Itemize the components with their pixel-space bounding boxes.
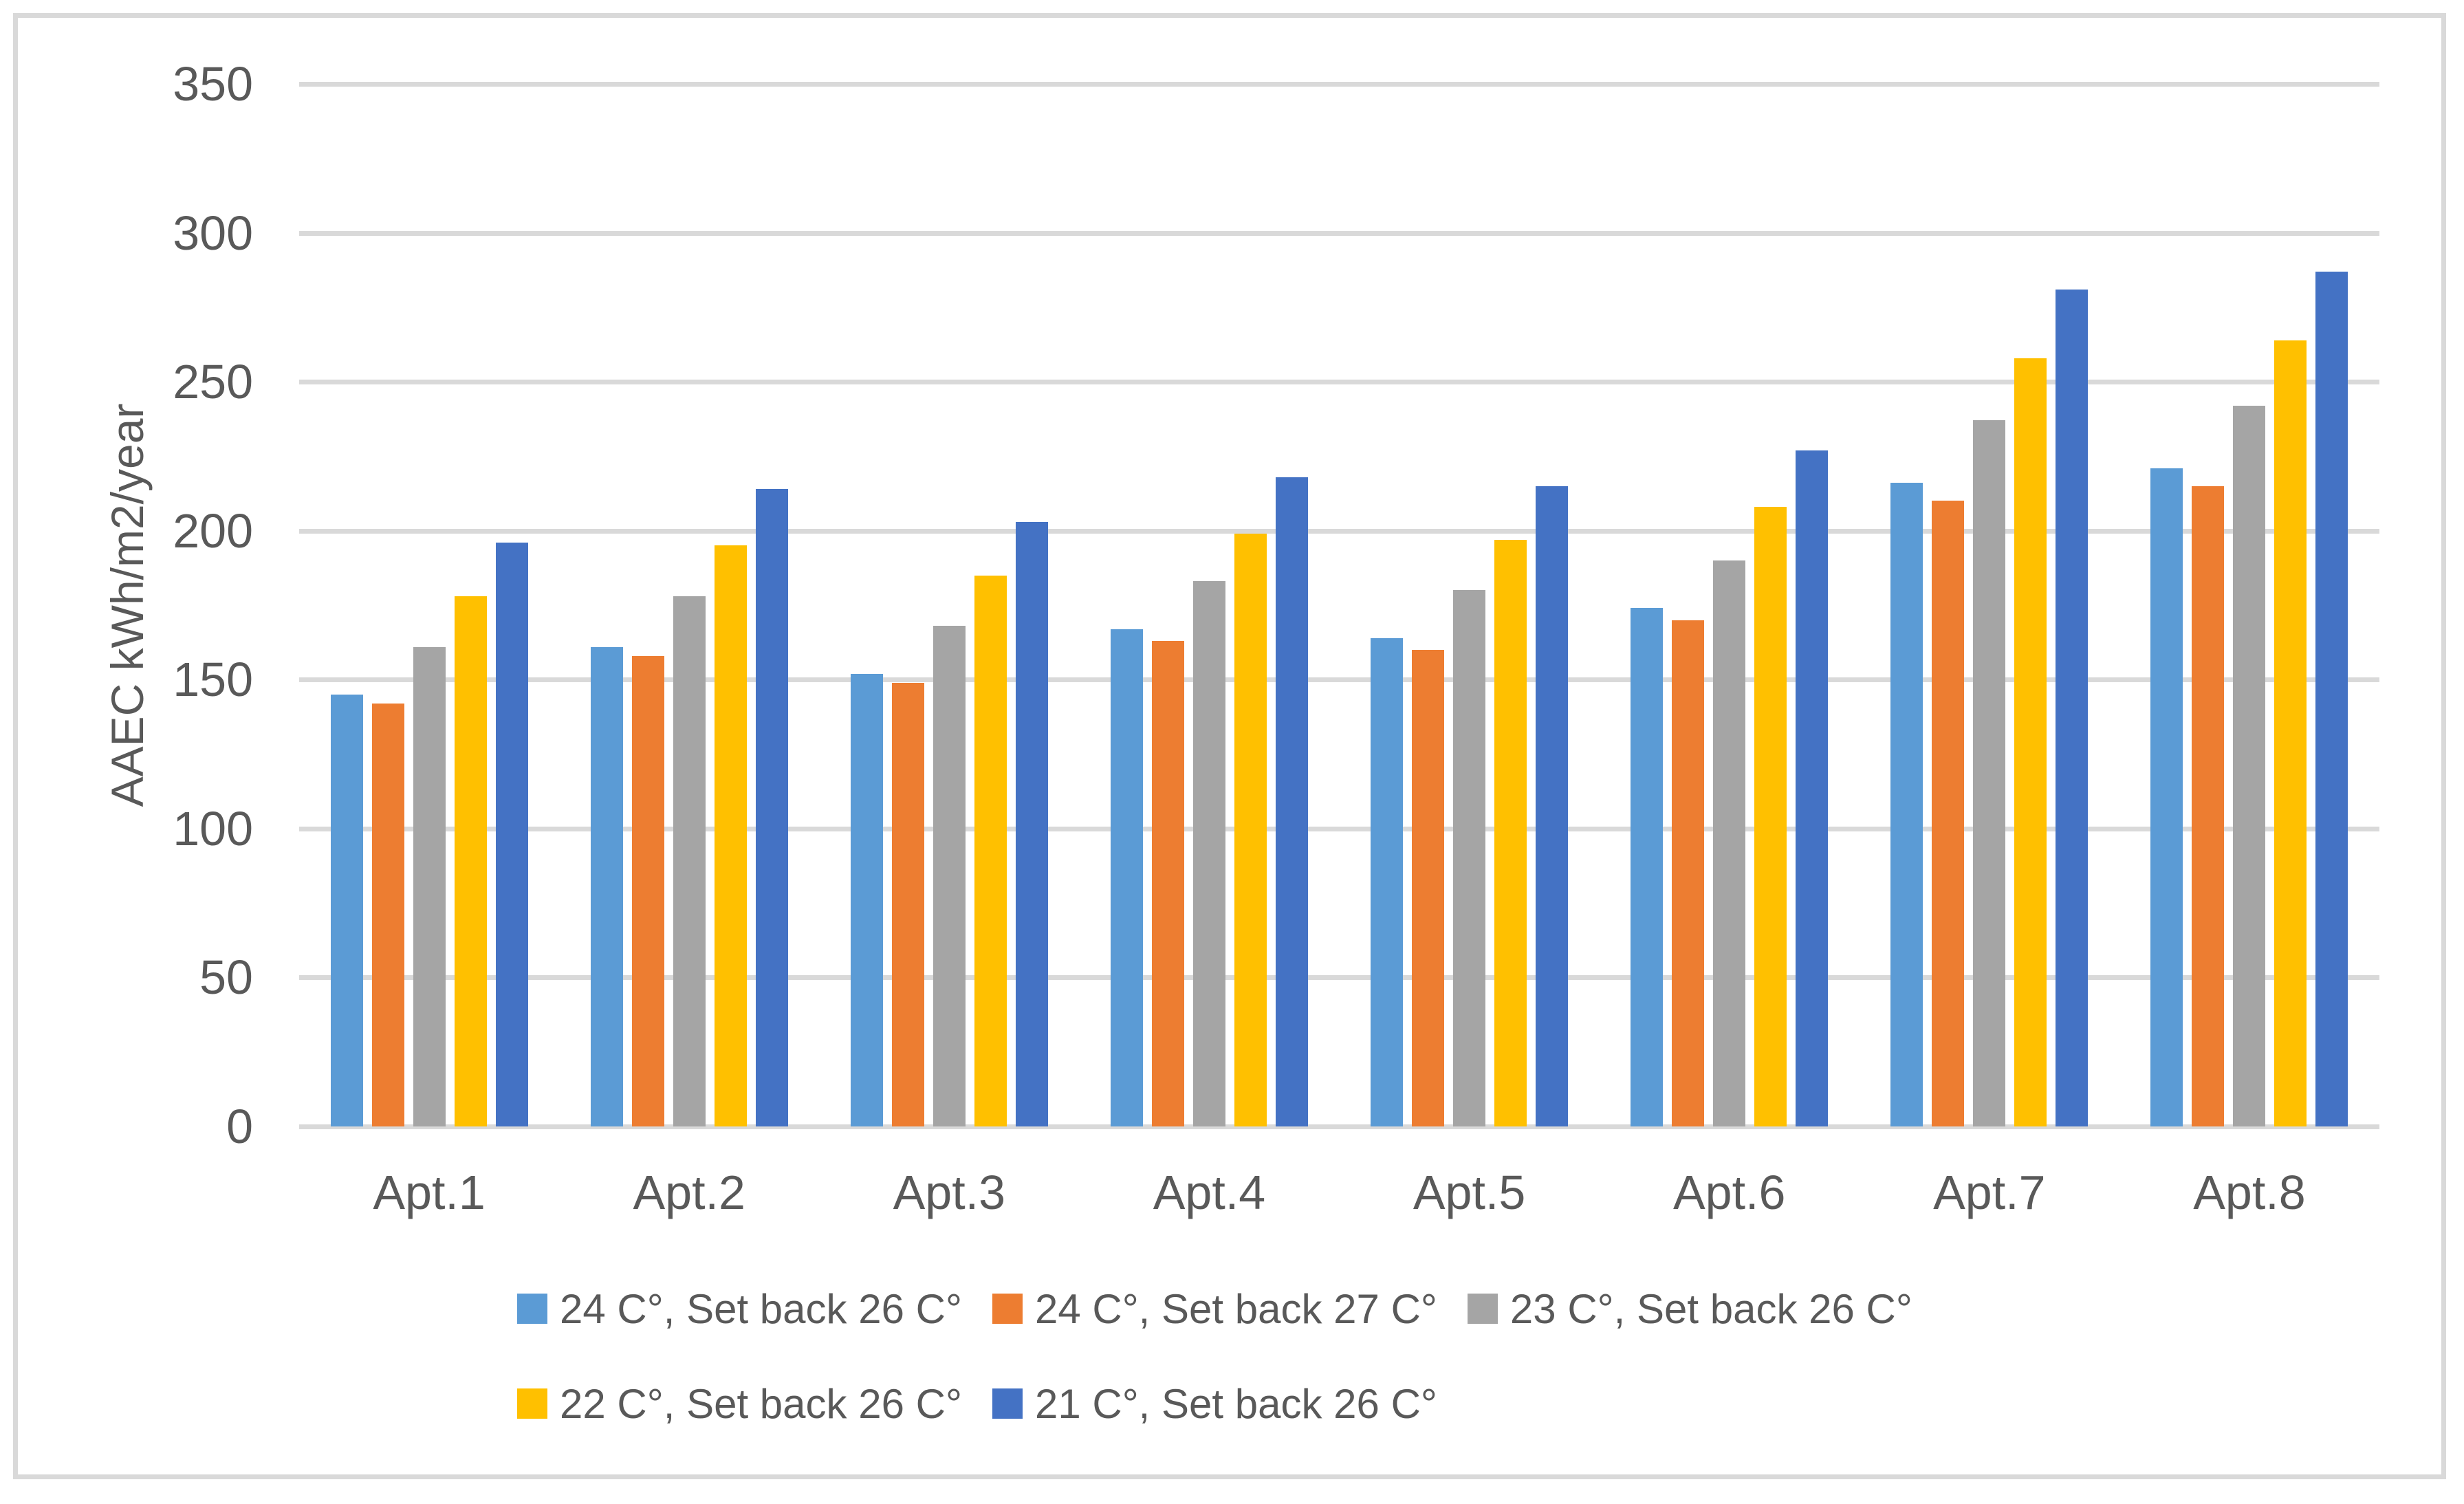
- x-axis-label-Apt.8: Apt.8: [2193, 1166, 2306, 1219]
- bar: [755, 489, 788, 1126]
- bar-group-Apt.8: [2119, 84, 2379, 1126]
- bar: [974, 575, 1007, 1126]
- bar: [631, 655, 664, 1126]
- bar: [2056, 289, 2089, 1126]
- bar: [1713, 560, 1746, 1126]
- x-axis-label-Apt.5: Apt.5: [1413, 1166, 1526, 1219]
- x-axis-label-Apt.6: Apt.6: [1672, 1166, 1786, 1219]
- legend-label: 23 C°, Set back 26 C°: [1509, 1285, 1912, 1332]
- bar: [1973, 420, 2006, 1126]
- y-tick-label-150: 150: [173, 653, 253, 707]
- gridline-250: [299, 380, 2379, 385]
- bar: [1234, 534, 1267, 1126]
- plot-area: [299, 84, 2379, 1126]
- x-axis-labels: Apt.1 Apt.2 Apt.3 Apt.4 Apt.5 Apt.6 Apt.7 Apt.8: [299, 1165, 2379, 1220]
- legend-row: 24 C°, Set back 26 C° 24 C°, Set back 27 …: [517, 1285, 1912, 1333]
- bar-group-Apt.3: [819, 84, 1079, 1126]
- bar: [1631, 608, 1664, 1126]
- x-axis-label-Apt.1: Apt.1: [373, 1166, 486, 1219]
- legend-item: 24 C°, Set back 26 C°: [517, 1285, 962, 1333]
- bar-group-Apt.5: [1340, 84, 1600, 1126]
- bar: [933, 626, 966, 1126]
- bar: [850, 673, 883, 1126]
- bar: [1672, 620, 1705, 1126]
- y-axis-title: AAEC kWh/m2/year: [102, 403, 153, 807]
- legend-item: 23 C°, Set back 26 C°: [1467, 1285, 1912, 1333]
- bar: [2233, 405, 2266, 1126]
- bar: [413, 646, 446, 1126]
- bar-group-Apt.7: [1860, 84, 2119, 1126]
- legend-label: 21 C°, Set back 26 C°: [1034, 1380, 1437, 1427]
- y-tick-label-0: 0: [226, 1100, 253, 1153]
- bar: [590, 646, 623, 1126]
- bar: [495, 543, 528, 1126]
- bar: [1890, 483, 1923, 1126]
- bar: [1192, 581, 1225, 1126]
- bar: [454, 596, 487, 1126]
- bar-group-Apt.2: [559, 84, 819, 1126]
- bar: [1412, 649, 1445, 1126]
- bar: [891, 682, 924, 1126]
- x-axis-label-Apt.4: Apt.4: [1153, 1166, 1266, 1219]
- gridline-0: [299, 1124, 2379, 1129]
- bar: [1536, 486, 1569, 1126]
- legend-swatch-icon: [992, 1294, 1023, 1324]
- legend-item: 22 C°, Set back 26 C°: [517, 1380, 962, 1428]
- gridline-200: [299, 528, 2379, 534]
- gridline-150: [299, 677, 2379, 683]
- bar: [1110, 629, 1143, 1126]
- legend-swatch-icon: [1467, 1294, 1498, 1324]
- bar: [1275, 477, 1308, 1126]
- legend-swatch-icon: [517, 1294, 547, 1324]
- bar-group-Apt.6: [1600, 84, 1860, 1126]
- y-tick-label-100: 100: [173, 801, 253, 855]
- bar: [1796, 450, 1829, 1126]
- gridline-50: [299, 975, 2379, 981]
- bar: [1015, 521, 1048, 1126]
- bar: [371, 703, 404, 1126]
- bar: [2150, 468, 2183, 1126]
- bar: [1151, 640, 1184, 1126]
- y-tick-label-350: 350: [173, 57, 253, 111]
- bar: [1453, 590, 1486, 1126]
- bar: [330, 694, 363, 1126]
- y-tick-label-300: 300: [173, 206, 253, 260]
- x-axis-label-Apt.3: Apt.3: [893, 1166, 1006, 1219]
- x-axis-label-Apt.7: Apt.7: [1933, 1166, 2046, 1219]
- gridline-350: [299, 82, 2379, 87]
- bar: [673, 596, 706, 1126]
- bar: [2014, 358, 2047, 1126]
- bar: [714, 545, 747, 1126]
- bar: [1371, 637, 1404, 1126]
- bar: [1754, 507, 1787, 1126]
- bar: [2274, 340, 2307, 1126]
- legend-label: 22 C°, Set back 26 C°: [560, 1380, 962, 1427]
- bar: [2192, 486, 2225, 1126]
- bar: [1494, 539, 1527, 1126]
- bar: [1932, 501, 1965, 1126]
- bar: [2315, 271, 2348, 1126]
- legend: 24 C°, Set back 26 C° 24 C°, Set back 27 …: [517, 1285, 1912, 1474]
- legend-swatch-icon: [517, 1388, 547, 1419]
- legend-swatch-icon: [992, 1388, 1023, 1419]
- legend-label: 24 C°, Set back 27 C°: [1034, 1285, 1437, 1332]
- y-tick-label-250: 250: [173, 355, 253, 409]
- gridline-300: [299, 230, 2379, 236]
- x-axis-label-Apt.2: Apt.2: [633, 1166, 745, 1219]
- y-tick-label-50: 50: [199, 950, 253, 1005]
- legend-item: 21 C°, Set back 26 C°: [992, 1380, 1437, 1428]
- legend-item: 24 C°, Set back 27 C°: [992, 1285, 1437, 1333]
- bar-group-Apt.1: [299, 84, 559, 1126]
- y-tick-label-200: 200: [173, 503, 253, 558]
- gridline-100: [299, 826, 2379, 831]
- legend-label: 24 C°, Set back 26 C°: [560, 1285, 962, 1332]
- bar-group-Apt.4: [1079, 84, 1339, 1126]
- legend-row: 22 C°, Set back 26 C° 21 C°, Set back 26 …: [517, 1380, 1912, 1428]
